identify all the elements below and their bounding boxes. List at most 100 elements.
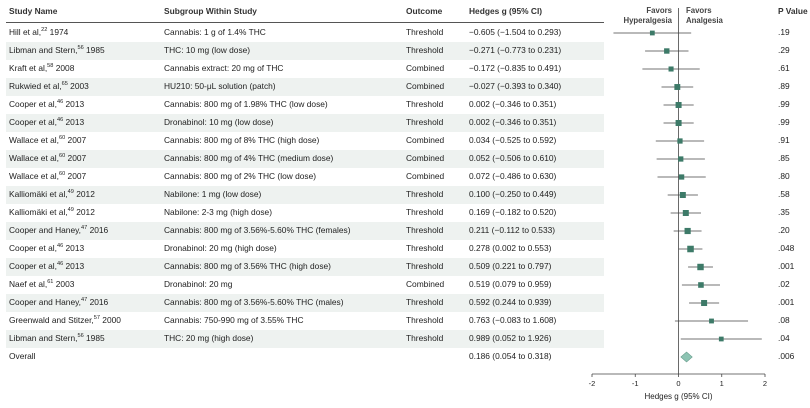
subgroup: Cannabis extract: 20 mg of THC xyxy=(164,63,284,73)
subgroup: Cannabis: 800 mg of 3.56%-5.60% THC (mal… xyxy=(164,297,344,307)
study-name: Greenwald and Stitzer,57 2000 xyxy=(9,315,121,325)
x-axis-label: Hedges g (95% CI) xyxy=(644,392,712,401)
table-row: Greenwald and Stitzer,57 2000 Cannabis: 7… xyxy=(0,312,600,330)
study-name: Cooper et al,46 2013 xyxy=(9,99,85,109)
outcome: Threshold xyxy=(406,207,444,217)
row-band xyxy=(6,330,604,348)
p-value: .001 xyxy=(778,261,795,271)
p-value: .20 xyxy=(778,225,790,235)
outcome: Threshold xyxy=(406,117,444,127)
reference-number: 65 xyxy=(61,81,68,88)
hedges-g-ci: 0.763 (−0.083 to 1.608) xyxy=(469,315,557,325)
subgroup: Cannabis: 750-990 mg of 3.55% THC xyxy=(164,315,304,325)
reference-number: 60 xyxy=(58,135,66,142)
hedges-g-ci: 0.072 (−0.486 to 0.630) xyxy=(469,171,557,181)
row-band xyxy=(6,114,604,132)
hedges-g-ci: 0.509 (0.221 to 0.797) xyxy=(469,261,552,271)
x-tick-label: 1 xyxy=(720,379,724,388)
effect-marker xyxy=(677,138,683,144)
p-value: .91 xyxy=(778,135,790,145)
subgroup: HU210: 50-μL solution (patch) xyxy=(164,81,276,91)
overall-row: Overall 0.186 (0.054 to 0.318) xyxy=(0,348,600,366)
p-value: .19 xyxy=(778,27,790,37)
subgroup: Cannabis: 800 mg of 3.56%-5.60% THC (fem… xyxy=(164,225,351,235)
subgroup: Nabilone: 2-3 mg (high dose) xyxy=(164,207,273,217)
header-outcome: Outcome xyxy=(406,6,443,16)
subgroup: Cannabis: 800 mg of 1.98% THC (low dose) xyxy=(164,99,328,109)
study-name: Hill et al,22 1974 xyxy=(9,27,69,37)
reference-number: 49 xyxy=(67,207,74,214)
effect-marker xyxy=(697,263,704,271)
hedges-g-ci: 0.211 (−0.112 to 0.533) xyxy=(469,225,556,235)
subgroup: Cannabis: 800 mg of 4% THC (medium dose) xyxy=(164,153,334,163)
study-name: Wallace et al,60 2007 xyxy=(9,171,87,181)
reference-number: 58 xyxy=(47,63,54,70)
outcome: Threshold xyxy=(406,225,444,235)
subgroup: Dronabinol: 10 mg (low dose) xyxy=(164,117,274,127)
outcome: Threshold xyxy=(406,99,444,109)
study-name: Cooper and Haney,47 2016 xyxy=(9,297,109,307)
subgroup: THC: 20 mg (high dose) xyxy=(164,333,254,343)
p-value: .35 xyxy=(778,207,790,217)
x-tick-label: 2 xyxy=(763,379,767,388)
hedges-g-ci: −0.605 (−1.504 to 0.293) xyxy=(469,27,562,37)
p-value: .04 xyxy=(778,333,790,343)
p-value: .80 xyxy=(778,171,790,181)
study-name: Kraft et al,58 2008 xyxy=(9,63,75,73)
effect-marker xyxy=(684,227,691,235)
table-row: Hill et al,22 1974 Cannabis: 1 g of 1.4% … xyxy=(0,24,600,42)
hedges-g-ci: −0.271 (−0.773 to 0.231) xyxy=(469,45,562,55)
hedges-g-ci: 0.002 (−0.346 to 0.351) xyxy=(469,117,557,127)
p-value: .29 xyxy=(778,45,790,55)
p-value: .99 xyxy=(778,99,790,109)
hedges-g-ci: −0.172 (−0.835 to 0.491) xyxy=(469,63,562,73)
study-name: Kalliomäki et al,49 2012 xyxy=(9,189,95,199)
subgroup: Dronabinol: 20 mg (high dose) xyxy=(164,243,277,253)
hedges-g-ci: 0.100 (−0.250 to 0.449) xyxy=(469,189,557,199)
effect-marker xyxy=(698,282,704,288)
effect-marker xyxy=(678,174,685,180)
subgroup: Cannabis: 800 mg of 3.56% THC (high dose… xyxy=(164,261,331,271)
hedges-g-ci: 0.592 (0.244 to 0.939) xyxy=(469,297,552,307)
outcome: Combined xyxy=(406,63,445,73)
study-name: Wallace et al,60 2007 xyxy=(9,153,87,163)
hedges-g-ci: −0.027 (−0.393 to 0.340) xyxy=(469,81,562,91)
effect-marker xyxy=(701,299,708,307)
study-name: Cooper et al,46 2013 xyxy=(9,243,85,253)
hedges-g-ci: 0.278 (0.002 to 0.553) xyxy=(469,243,552,253)
reference-number: 49 xyxy=(67,189,74,196)
effect-marker xyxy=(678,156,684,162)
table-row: Cooper and Haney,47 2016 Cannabis: 800 mg… xyxy=(0,222,600,240)
reference-number: 22 xyxy=(41,27,48,34)
study-name: Cooper et al,46 2013 xyxy=(9,261,85,271)
subgroup: Cannabis: 800 mg of 8% THC (high dose) xyxy=(164,135,320,145)
outcome: Threshold xyxy=(406,333,444,343)
subgroup: Nabilone: 1 mg (low dose) xyxy=(164,189,262,199)
row-band xyxy=(6,78,604,96)
p-value: .61 xyxy=(778,63,790,73)
reference-number: 46 xyxy=(56,117,64,124)
reference-number: 46 xyxy=(56,243,64,250)
overall-diamond xyxy=(680,351,693,363)
study-name: Wallace et al,60 2007 xyxy=(9,135,87,145)
effect-marker xyxy=(687,245,694,253)
table-row: Cooper et al,46 2013 Cannabis: 800 mg of … xyxy=(0,96,600,114)
effect-marker xyxy=(649,30,655,36)
row-band xyxy=(6,258,604,276)
p-value: .89 xyxy=(778,81,790,91)
reference-number: 56 xyxy=(77,333,84,340)
reference-number: 56 xyxy=(77,45,84,52)
outcome: Threshold xyxy=(406,297,444,307)
p-value: .58 xyxy=(778,189,790,199)
reference-number: 60 xyxy=(58,171,66,178)
overall-label: Overall xyxy=(9,351,36,361)
hedges-g-ci: 0.519 (0.079 to 0.959) xyxy=(469,279,552,289)
study-name: Cooper and Haney,47 2016 xyxy=(9,225,109,235)
header-hedges-g: Hedges g (95% CI) xyxy=(469,6,543,16)
table-row: Wallace et al,60 2007 Cannabis: 800 mg of… xyxy=(0,132,600,150)
outcome: Threshold xyxy=(406,189,444,199)
header-study-name: Study Name xyxy=(9,6,58,16)
hedges-g-ci: 0.052 (−0.506 to 0.610) xyxy=(469,153,557,163)
table-row: Libman and Stern,56 1985 THC: 10 mg (low … xyxy=(0,42,600,60)
outcome: Threshold xyxy=(406,261,444,271)
